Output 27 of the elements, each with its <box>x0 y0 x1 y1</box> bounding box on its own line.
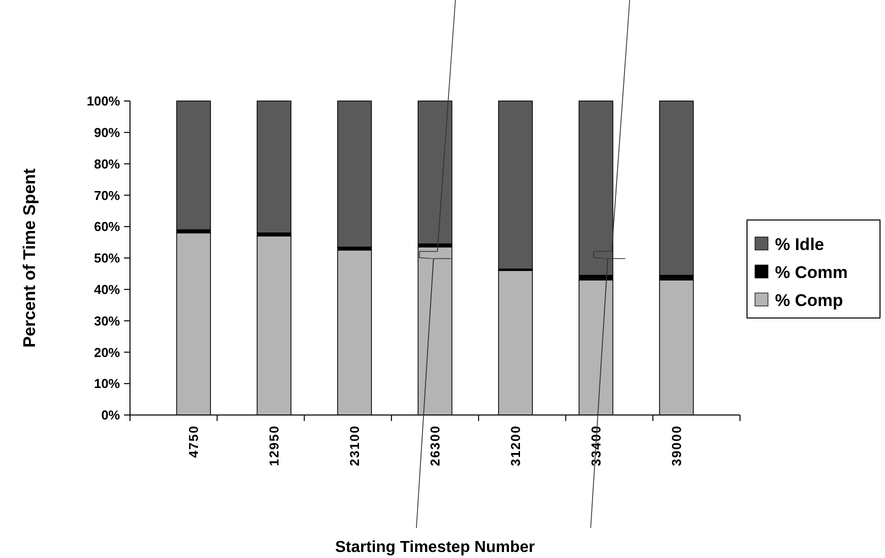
x-tick-label: 33400 <box>588 425 604 466</box>
y-tick-label: 40% <box>94 282 120 297</box>
y-tick-label: 50% <box>94 250 120 266</box>
x-tick-label: 39000 <box>668 425 684 466</box>
y-tick-label: 70% <box>94 188 120 203</box>
bar <box>337 100 372 248</box>
x-axis-title: Starting Timestep Number <box>335 539 535 556</box>
x-tick-label: 23100 <box>347 425 362 466</box>
x-tick-label: 12950 <box>266 425 282 466</box>
y-tick-label: 80% <box>94 156 120 172</box>
y-tick-label: 60% <box>94 219 120 234</box>
y-tick-label: 20% <box>94 344 120 360</box>
x-tick-label: 31200 <box>508 425 524 466</box>
x-tick-label: 4750 <box>186 425 202 458</box>
bar <box>418 100 452 244</box>
legend-label: % Comp <box>775 290 843 310</box>
legend-label: % Idle <box>775 234 824 254</box>
y-tick-label: 90% <box>94 124 120 140</box>
y-axis-title: Percent of Time Spent <box>20 168 39 348</box>
y-tick-label: 100% <box>86 94 120 109</box>
y-tick-label: 30% <box>94 313 120 328</box>
y-tick-label: 0% <box>101 408 120 423</box>
bar <box>256 100 292 234</box>
y-tick-label: 10% <box>94 376 120 392</box>
legend-label: % Comm <box>775 262 848 282</box>
bar <box>176 100 211 230</box>
x-tick-label: 26300 <box>428 425 443 466</box>
